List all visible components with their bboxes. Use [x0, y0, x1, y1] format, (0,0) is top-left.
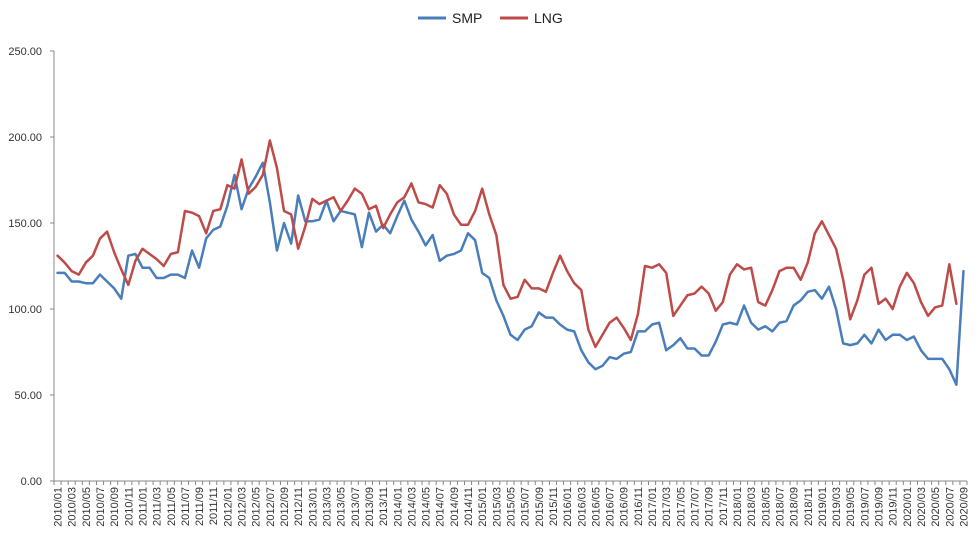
- x-tick-label: 2016/07: [605, 487, 617, 527]
- x-tick-label: 2019/07: [859, 487, 871, 527]
- x-tick-label: 2014/05: [421, 487, 433, 527]
- legend: SMP LNG: [418, 10, 563, 26]
- x-tick-label: 2015/09: [534, 487, 546, 527]
- x-tick-label: 2011/07: [180, 487, 192, 526]
- x-tick-label: 2011/01: [137, 487, 149, 526]
- x-tick-label: 2020/09: [958, 487, 970, 527]
- x-tick-label: 2010/01: [53, 487, 65, 527]
- x-tick-label: 2019/11: [888, 487, 900, 526]
- x-tick-label: 2020/05: [930, 487, 942, 527]
- y-tick-label: 150.00: [8, 218, 42, 230]
- x-tick-label: 2018/11: [803, 487, 815, 526]
- x-tick-label: 2013/11: [378, 487, 390, 526]
- x-tick-label: 2012/01: [222, 487, 234, 527]
- series-line-lng: [56, 139, 958, 349]
- series-lng: [56, 139, 958, 349]
- x-tick-label: 2010/03: [67, 487, 79, 527]
- x-tick-label: 2017/07: [690, 487, 702, 527]
- x-tick-label: 2010/05: [81, 487, 93, 527]
- x-tick-label: 2012/05: [251, 487, 263, 527]
- x-tick-label: 2015/01: [477, 487, 489, 527]
- x-tick-label: 2013/03: [321, 487, 333, 527]
- x-tick-label: 2014/07: [435, 487, 447, 527]
- x-tick-label: 2019/03: [831, 487, 843, 527]
- x-tick-label: 2017/05: [675, 487, 687, 527]
- x-tick-label: 2012/09: [279, 487, 291, 527]
- x-tick-label: 2017/09: [704, 487, 716, 527]
- y-tick-label: 200.00: [8, 132, 42, 144]
- x-tick-label: 2017/01: [647, 487, 659, 527]
- x-tick-label: 2017/11: [718, 487, 730, 526]
- x-axis: 2010/01 2010/03 2010/05 2010/07 2010/09 2010/…: [53, 480, 970, 527]
- x-tick-label: 2016/03: [576, 487, 588, 527]
- x-tick-label: 2011/09: [194, 487, 206, 526]
- y-tick-label: 0.00: [21, 476, 42, 488]
- x-tick-label: 2018/05: [760, 487, 772, 527]
- plot-area: [56, 139, 965, 386]
- x-tick-label: 2012/03: [237, 487, 249, 527]
- series-smp: [56, 161, 965, 386]
- x-tick-label: 2012/11: [293, 487, 305, 526]
- y-tick-label: 100.00: [8, 304, 42, 316]
- x-tick-label: 2019/01: [817, 487, 829, 527]
- x-tick-label: 2011/11: [208, 487, 220, 525]
- x-tick-label: 2014/03: [406, 487, 418, 527]
- x-tick-label: 2020/01: [902, 487, 914, 527]
- x-tick-label: 2010/11: [123, 487, 135, 526]
- x-tick-label: 2014/09: [449, 487, 461, 527]
- series-line-smp: [56, 161, 965, 386]
- x-tick-label: 2018/03: [746, 487, 758, 527]
- x-tick-label: 2010/09: [109, 487, 121, 527]
- x-tick-label: 2014/11: [463, 487, 475, 526]
- x-tick-label: 2016/11: [633, 487, 645, 526]
- x-tick-label: 2013/05: [336, 487, 348, 527]
- x-tick-label: 2010/07: [95, 487, 107, 527]
- legend-label-smp: SMP: [452, 10, 482, 26]
- x-tick-label: 2019/05: [845, 487, 857, 527]
- x-tick-label: 2018/07: [774, 487, 786, 527]
- x-tick-label: 2012/07: [265, 487, 277, 527]
- x-tick-label: 2015/03: [491, 487, 503, 527]
- x-tick-label: 2016/09: [619, 487, 631, 527]
- x-tick-label: 2020/07: [944, 487, 956, 527]
- x-tick-label: 2011/03: [152, 487, 164, 526]
- x-tick-label: 2015/05: [506, 487, 518, 527]
- y-tick-label: 50.00: [14, 390, 42, 402]
- y-axis: 0.00 50.00 100.00 150.00 200.00 250.00: [8, 46, 55, 488]
- x-tick-label: 2015/11: [548, 487, 560, 526]
- x-tick-label: 2018/01: [732, 487, 744, 527]
- y-tick-label: 250.00: [8, 46, 42, 58]
- legend-label-lng: LNG: [534, 10, 563, 26]
- x-tick-label: 2014/01: [392, 487, 404, 527]
- x-tick-label: 2013/01: [307, 487, 319, 527]
- x-tick-label: 2013/07: [350, 487, 362, 527]
- x-tick-label: 2020/03: [916, 487, 928, 527]
- x-tick-label: 2011/05: [166, 487, 178, 526]
- x-tick-label: 2016/01: [562, 487, 574, 527]
- x-tick-label: 2015/07: [520, 487, 532, 527]
- x-tick-label: 2013/09: [364, 487, 376, 527]
- x-tick-label: 2017/03: [661, 487, 673, 527]
- x-tick-label: 2019/09: [874, 487, 886, 527]
- x-tick-label: 2018/09: [789, 487, 801, 527]
- x-tick-label: 2016/05: [590, 487, 602, 527]
